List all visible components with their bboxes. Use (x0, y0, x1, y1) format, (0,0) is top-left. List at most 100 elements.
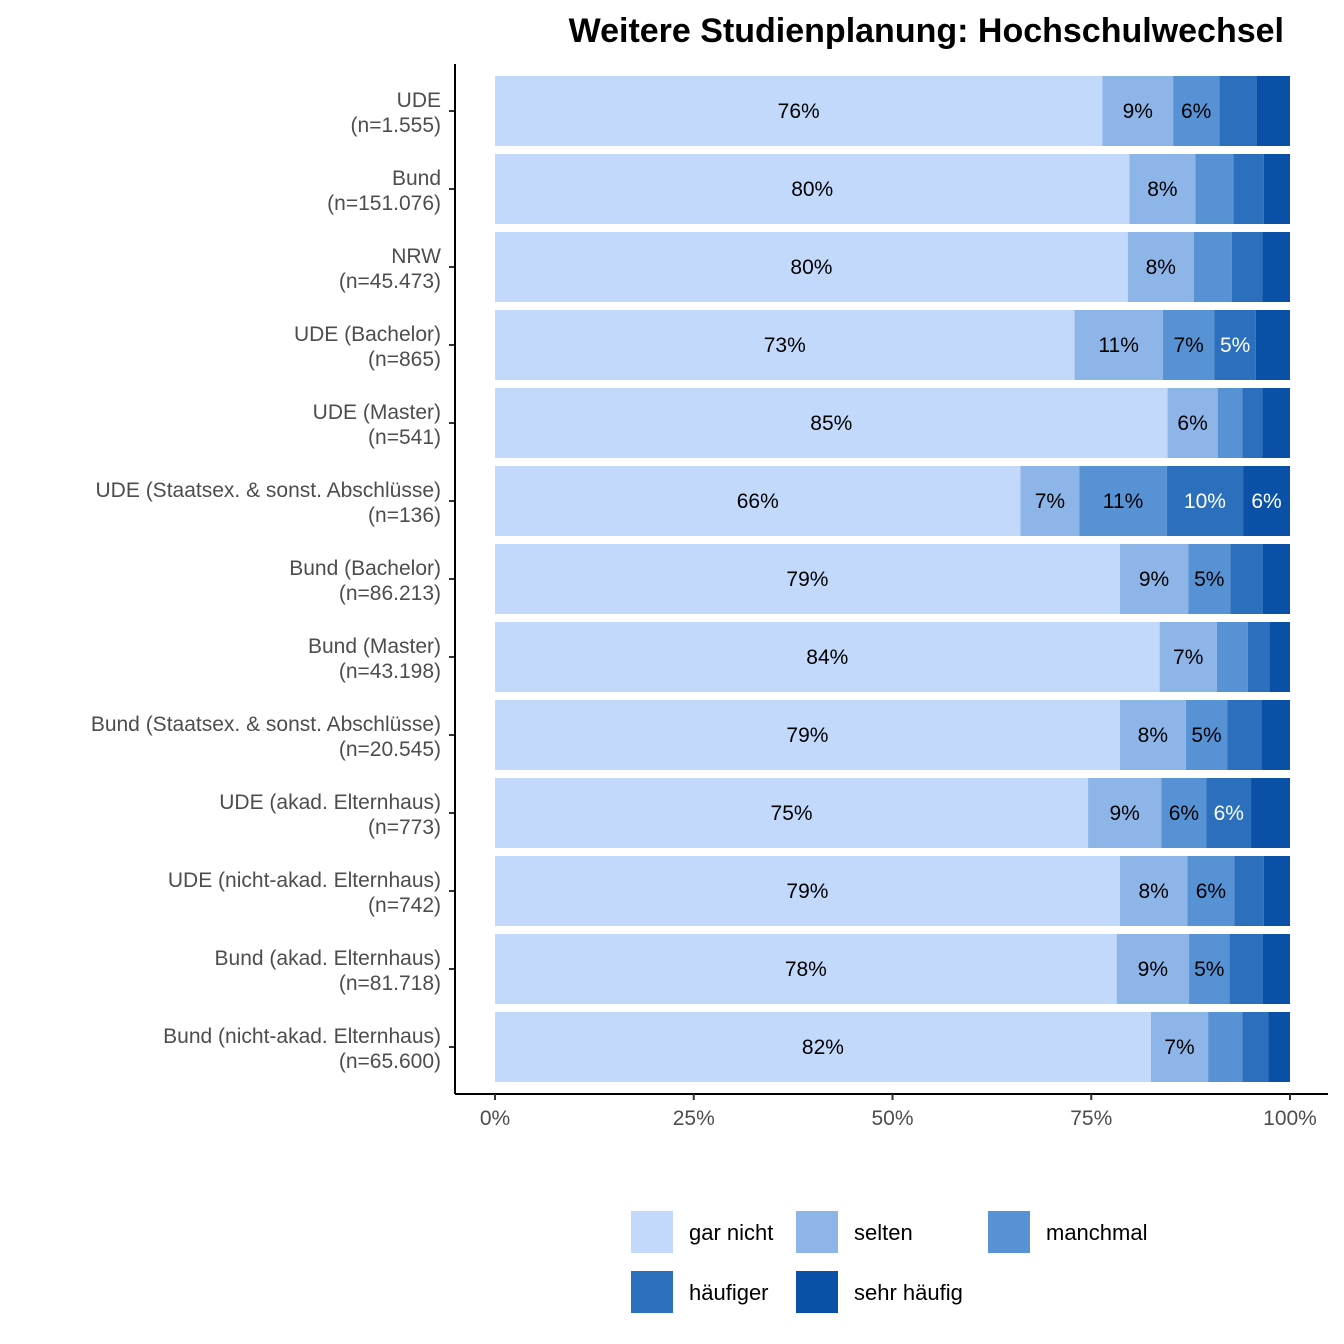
legend-label: häufiger (689, 1280, 769, 1305)
legend-label: gar nicht (689, 1220, 773, 1245)
category-count-label: (n=86.213) (339, 582, 441, 605)
data-label: 8% (1147, 178, 1177, 201)
data-label: 66% (737, 490, 779, 513)
data-label: 11% (1098, 334, 1138, 357)
bar-segment (1127, 232, 1194, 302)
bar-segment (1188, 544, 1231, 614)
bar-segment (1074, 310, 1163, 380)
bar-segment (495, 934, 1117, 1004)
bar-segment (495, 310, 1075, 380)
bar-segment (1159, 622, 1217, 692)
data-label: 73% (764, 334, 806, 357)
bar-segment (1217, 388, 1243, 458)
bar-segment (1166, 466, 1244, 536)
bar-segment (1234, 856, 1264, 926)
category-label: UDE (akad. Elternhaus) (219, 791, 441, 814)
bar-segment (1102, 76, 1174, 146)
bar-segment (495, 154, 1130, 224)
bar-segment (1255, 310, 1290, 380)
data-label: 6% (1177, 412, 1207, 435)
data-label: 6% (1214, 802, 1244, 825)
category-label: NRW (391, 245, 441, 268)
data-label: 7% (1173, 334, 1203, 357)
bar-segment (495, 76, 1103, 146)
category-count-label: (n=865) (368, 348, 441, 371)
bar-segment (1247, 622, 1270, 692)
legend-label: sehr häufig (854, 1280, 963, 1305)
category-label: Bund (akad. Elternhaus) (215, 947, 441, 970)
data-label: 8% (1146, 256, 1176, 279)
legend-swatch (796, 1271, 838, 1313)
bar-segment (495, 856, 1120, 926)
data-label: 7% (1173, 646, 1203, 669)
category-count-label: (n=541) (368, 426, 441, 449)
bar-segment (1227, 700, 1262, 770)
bar-segment (1129, 154, 1196, 224)
bar-segment (1229, 934, 1263, 1004)
bar-labels-layer: 76% 9% 6% 80% 8% 80% 8% 73% 11% 7% 5% 85% 6% 66% 7% 11%… (737, 100, 1282, 1059)
data-label: 76% (778, 100, 820, 123)
data-label: 6% (1169, 802, 1199, 825)
bar-segment (1263, 154, 1290, 224)
bar-segment (1187, 856, 1235, 926)
data-label: 9% (1139, 568, 1169, 591)
bar-segment (1185, 700, 1228, 770)
x-tick-label: 0% (480, 1107, 510, 1130)
bar-segment (1243, 466, 1290, 536)
bar-segment (495, 466, 1021, 536)
bar-segment (1251, 778, 1290, 848)
data-label: 7% (1035, 490, 1065, 513)
legend-swatch (631, 1211, 673, 1253)
bar-segment (1262, 388, 1290, 458)
category-label: UDE (Staatsex. & sonst. Abschlüsse) (96, 479, 441, 502)
data-label: 5% (1191, 724, 1221, 747)
category-label: UDE (Master) (313, 401, 441, 424)
bar-segment (1161, 778, 1207, 848)
data-label: 78% (785, 958, 827, 981)
bar-segment (1193, 232, 1232, 302)
bar-segment (495, 232, 1128, 302)
bar-segment (495, 544, 1120, 614)
bar-segment (1189, 934, 1230, 1004)
data-label: 79% (786, 724, 828, 747)
data-label: 10% (1184, 490, 1226, 513)
bar-segment (1231, 232, 1263, 302)
bar-segment (1263, 856, 1290, 926)
category-label: Bund (Bachelor) (289, 557, 441, 580)
data-label: 79% (786, 880, 828, 903)
bar-segment (1150, 1012, 1209, 1082)
bar-segment (495, 1012, 1151, 1082)
category-count-label: (n=1.555) (351, 114, 441, 137)
x-axis: 0% 25% 50% 75% 100% (455, 1093, 1328, 1130)
data-label: 82% (802, 1036, 844, 1059)
bar-segment (1195, 154, 1234, 224)
category-count-label: (n=20.545) (339, 738, 441, 761)
y-axis: UDE(n=1.555) Bund(n=151.076) NRW(n=45.473)… (91, 64, 456, 1094)
bar-segment (1242, 388, 1263, 458)
category-count-label: (n=742) (368, 894, 441, 917)
data-label: 85% (810, 412, 852, 435)
data-label: 9% (1138, 958, 1168, 981)
data-label: 84% (806, 646, 848, 669)
bar-segment (495, 388, 1168, 458)
data-label: 6% (1196, 880, 1226, 903)
data-label: 5% (1194, 568, 1224, 591)
data-label: 80% (791, 178, 833, 201)
legend-swatch (631, 1271, 673, 1313)
bar-segment (1262, 232, 1290, 302)
bar-segment (1119, 856, 1188, 926)
data-label: 80% (790, 256, 832, 279)
legend-label: manchmal (1046, 1220, 1147, 1245)
bar-segment (1162, 310, 1215, 380)
bar-segment (1219, 76, 1257, 146)
bars-layer (495, 76, 1290, 1082)
category-count-label: (n=81.718) (339, 972, 441, 995)
bar-segment (1167, 388, 1218, 458)
category-count-label: (n=136) (368, 504, 441, 527)
bar-segment (495, 622, 1160, 692)
data-label: 5% (1194, 958, 1224, 981)
bar-segment (1256, 76, 1290, 146)
category-count-label: (n=773) (368, 816, 441, 839)
bar-segment (1216, 622, 1248, 692)
bar-segment (1233, 154, 1264, 224)
